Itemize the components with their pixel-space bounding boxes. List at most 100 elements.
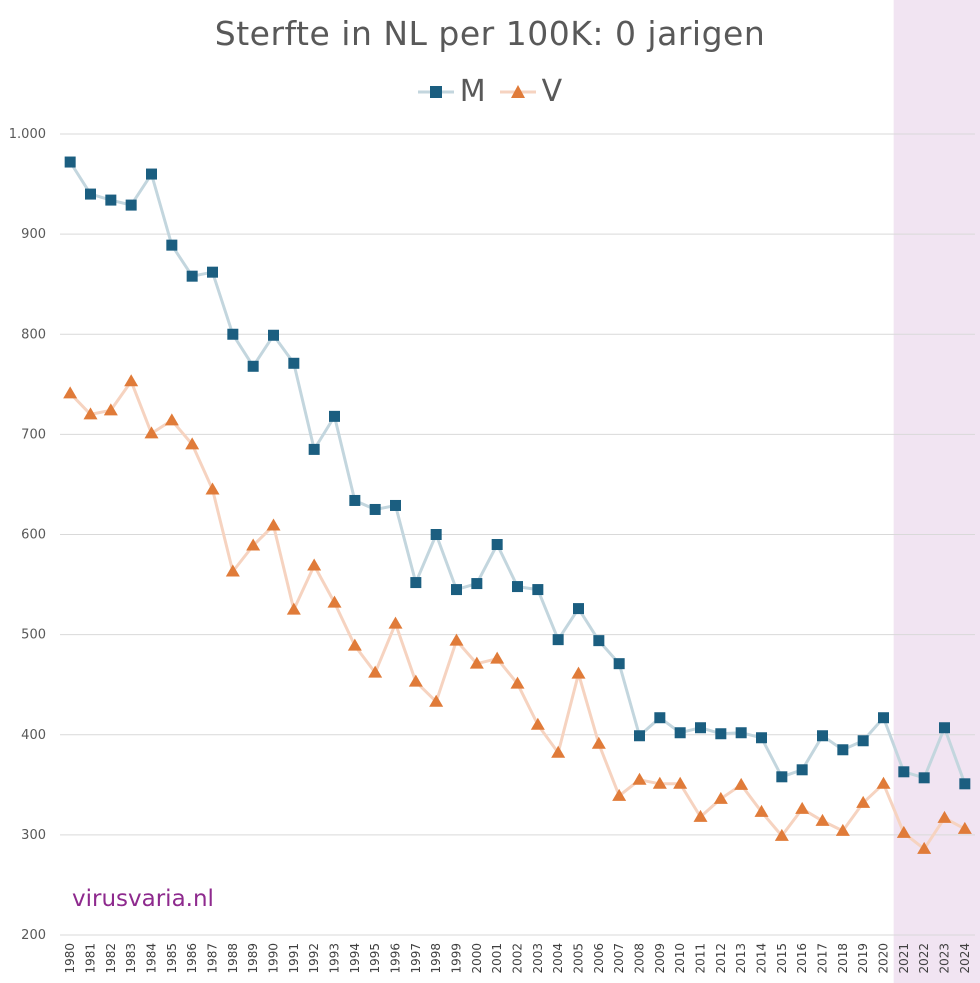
x-tick-label: 2011 [694,943,708,974]
point-m [349,494,361,506]
point-v [266,518,281,531]
x-tick-label: 1980 [63,943,77,974]
x-tick-label: 2007 [612,943,626,974]
point-m [674,727,686,739]
point-v [185,437,200,450]
y-tick-label: 400 [21,728,46,743]
point-m [857,735,869,747]
point-m [898,766,910,778]
point-v [368,665,383,678]
x-tick-label: 2024 [958,943,972,974]
point-m [776,771,788,783]
highlight-region [893,0,980,983]
x-tick-label: 1981 [84,943,98,974]
point-m [918,772,930,784]
x-tick-label: 2018 [836,943,850,974]
x-tick-label: 2023 [938,943,952,974]
point-v [490,651,505,664]
y-axis-ticks: 200 300 400 500 600 700 800 900 1.000 [9,127,46,943]
x-tick-label: 2009 [653,943,667,974]
point-v [347,638,362,651]
x-tick-label: 1982 [104,943,118,974]
y-tick-label: 600 [21,528,46,543]
point-v [713,791,728,804]
point-m [186,270,198,282]
point-v [835,823,850,836]
point-v [429,694,444,707]
x-tick-label: 2012 [714,943,728,974]
series-layer [63,156,972,854]
point-v [856,795,871,808]
x-tick-label: 2006 [592,943,606,974]
point-m [654,712,666,724]
x-tick-label: 2022 [917,943,931,974]
x-axis-ticks: 1980 1981 1982 1983 1984 1985 1986 1987 1988 1989… [63,943,972,974]
legend-item-v: V [499,74,562,109]
point-v [917,841,932,854]
point-v [449,633,464,646]
series-line-v [69,379,966,851]
point-m [410,577,422,589]
x-tick-label: 1989 [246,943,260,974]
point-v [693,809,708,822]
point-v [876,776,891,789]
x-tick-label: 2015 [775,943,789,974]
gridlines [60,133,975,936]
x-tick-label: 1988 [226,943,240,974]
point-v [164,413,179,426]
x-tick-label: 2014 [755,943,769,974]
point-m [268,329,279,341]
point-m [125,199,137,211]
point-m [247,360,259,372]
point-m [308,443,320,455]
x-tick-label: 1983 [124,943,138,974]
point-m [817,730,828,742]
point-m [146,168,157,180]
point-m [64,156,76,168]
x-tick-label: 2004 [551,943,565,974]
point-v [286,602,301,615]
x-tick-label: 1996 [389,943,403,974]
point-m [512,581,523,593]
point-m [85,188,96,200]
y-tick-label: 900 [21,227,46,242]
y-tick-label: 1.000 [9,127,46,142]
point-v [774,828,789,841]
x-tick-label: 1997 [409,943,423,974]
point-v [815,813,830,826]
point-v [795,801,810,814]
y-tick-label: 300 [21,828,46,843]
legend-label-m: M [459,74,486,109]
x-tick-label: 1986 [185,943,199,974]
point-m [715,728,727,740]
x-tick-label: 2008 [633,943,647,974]
point-v [673,776,688,789]
x-tick-label: 2021 [897,943,911,974]
point-v [551,745,566,758]
point-m [288,357,300,369]
point-m [329,410,340,422]
point-m [532,584,544,596]
x-tick-label: 2000 [470,943,484,974]
point-m [878,712,889,724]
highlight-band [893,0,980,983]
point-v [591,736,606,749]
x-tick-label: 2003 [531,943,545,974]
point-m [207,266,218,278]
x-tick-label: 2020 [877,943,891,974]
point-m [390,499,401,511]
x-tick-label: 2002 [511,943,525,974]
point-m [634,730,645,742]
point-m [552,634,564,646]
y-tick-label: 200 [21,928,46,943]
point-v [124,374,139,387]
x-tick-label: 1993 [328,943,342,974]
point-m [735,727,747,739]
point-m [695,722,706,734]
x-tick-label: 1998 [429,943,443,974]
point-m [105,194,117,206]
point-v [510,676,525,689]
point-v [246,538,261,551]
x-tick-label: 2001 [490,943,504,974]
